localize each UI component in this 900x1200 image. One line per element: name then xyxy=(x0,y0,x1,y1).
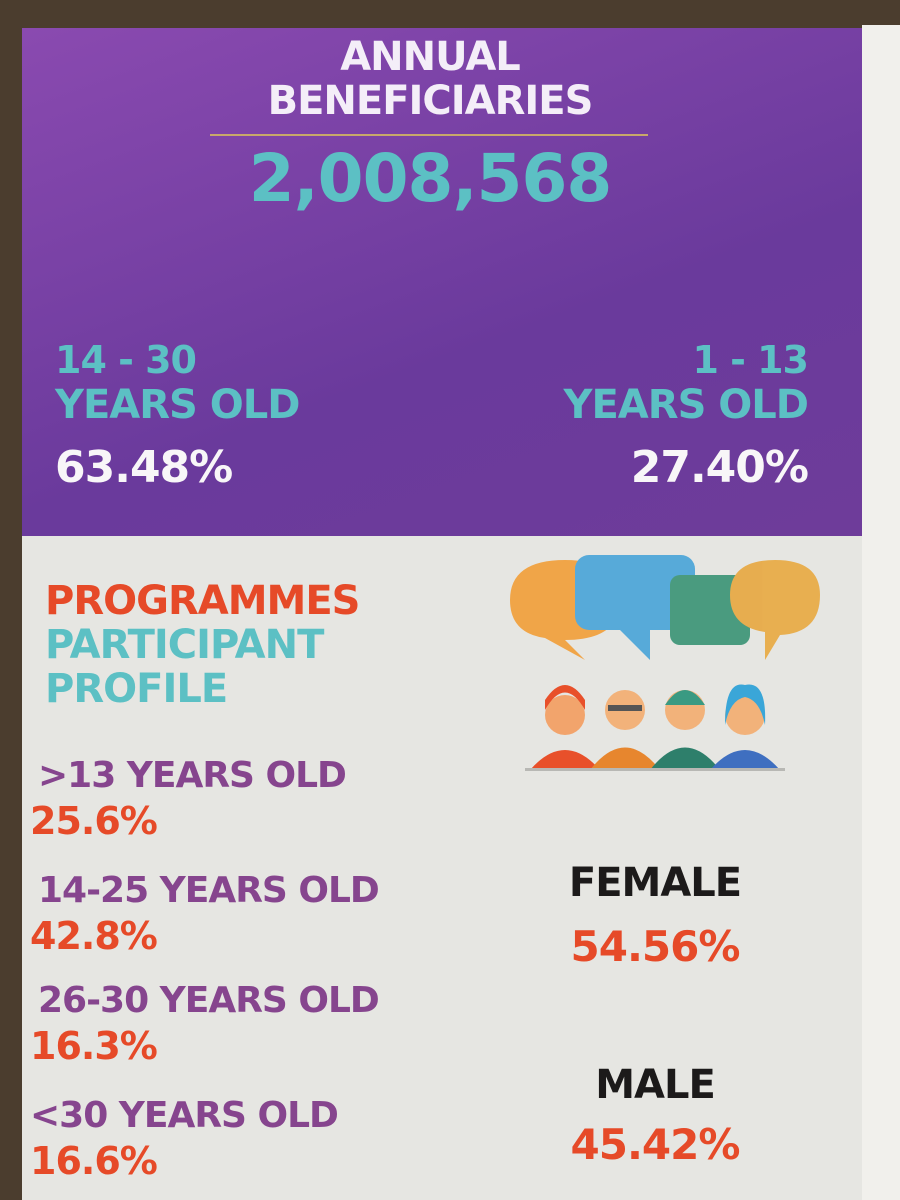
bubble xyxy=(730,560,820,660)
age-share: 27.40% xyxy=(630,442,809,493)
profile-panel xyxy=(22,536,872,1200)
gender-label: MALE xyxy=(595,1062,716,1108)
age-range: 1 - 13 xyxy=(692,338,809,382)
gender-label: FEMALE xyxy=(568,860,742,906)
age-label: 26-30 YEARS OLD xyxy=(38,980,380,1021)
total: 2,008,568 xyxy=(248,140,613,217)
header-panel xyxy=(22,28,867,536)
age-share: 16.3% xyxy=(30,1024,158,1068)
bubble-tail xyxy=(620,630,650,660)
title-line: BENEFICIARIES xyxy=(267,78,594,124)
gender-share: 45.42% xyxy=(570,1120,741,1169)
section-title: PROFILE xyxy=(45,666,228,712)
age-unit: YEARS OLD xyxy=(55,382,300,428)
age-share: 16.6% xyxy=(30,1139,158,1183)
people xyxy=(525,684,785,771)
people-icon xyxy=(510,555,820,771)
age-range: 14 - 30 xyxy=(55,338,197,382)
age-label: >13 YEARS OLD xyxy=(38,755,347,796)
age-share: 25.6% xyxy=(30,799,158,843)
age-unit: YEARS OLD xyxy=(563,382,809,428)
bubble xyxy=(670,575,750,645)
age-label: <30 YEARS OLD xyxy=(30,1095,339,1136)
gender-share: 54.56% xyxy=(570,922,741,971)
age-share: 63.48% xyxy=(55,442,233,493)
title-line: ANNUAL xyxy=(340,34,521,80)
age-label: 14-25 YEARS OLD xyxy=(38,870,380,911)
divider xyxy=(210,134,648,136)
section-title: PARTICIPANT xyxy=(45,622,324,668)
bubble xyxy=(575,555,695,630)
age-share: 42.8% xyxy=(30,914,158,958)
section-title: PROGRAMMES xyxy=(45,578,360,624)
page-edge xyxy=(862,25,900,1200)
